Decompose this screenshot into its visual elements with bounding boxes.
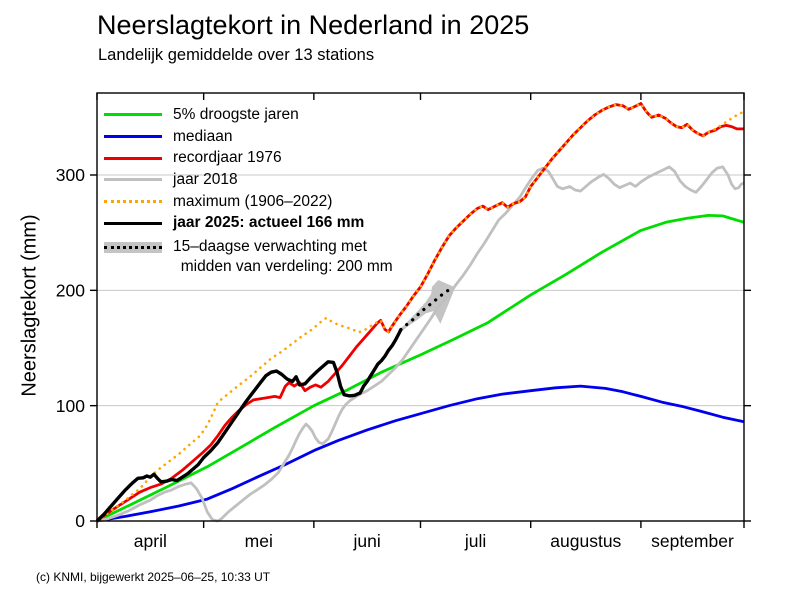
maximum-line-sample	[104, 200, 162, 204]
legend-label-maximum: maximum (1906–2022)	[173, 192, 333, 210]
legend-label-mediaan: mediaan	[173, 127, 233, 145]
record1976-legend-swatch	[104, 156, 162, 160]
y-tick-labels: 0 100 200 300	[56, 165, 85, 531]
series-jaar2025	[95, 328, 403, 523]
jaar2025-line-sample	[104, 221, 162, 226]
jaar2018-legend-swatch	[104, 178, 162, 182]
page-title: Neerslagtekort in Nederland in 2025	[97, 10, 530, 40]
gridlines	[97, 174, 744, 407]
month-label-juni: juni	[353, 531, 381, 551]
forecast-uncertainty-band	[400, 280, 456, 333]
month-label-juli: juli	[464, 531, 486, 551]
series-maximum	[95, 102, 746, 523]
legend-item-droogste5: 5% droogste jaren	[104, 104, 393, 126]
legend-item-mediaan: mediaan	[104, 126, 393, 148]
legend-label-droogste5: 5% droogste jaren	[173, 105, 299, 123]
month-label-april: april	[134, 531, 167, 551]
y-tick-label-300: 300	[56, 165, 85, 185]
legend-item-jaar2018: jaar 2018	[104, 169, 393, 191]
series-droogste5	[96, 213, 745, 523]
page-subtitle: Landelijk gemiddelde over 13 stations	[98, 46, 375, 64]
mediaan-line-sample	[104, 135, 162, 139]
legend-item-verwachting: 15–daagse verwachting met midden van ver…	[104, 237, 393, 277]
chart-legend: 5% droogste jaren mediaan recordjaar 1976 j…	[104, 104, 393, 277]
legend-label-jaar2018: jaar 2018	[173, 170, 238, 188]
jaar2018-line-sample	[104, 178, 162, 182]
month-label-mei: mei	[245, 531, 273, 551]
axis-ticks	[90, 93, 751, 528]
droogste5-line-sample	[104, 113, 162, 117]
series-mediaan	[96, 384, 745, 523]
legend-label-jaar2025: jaar 2025: actueel 166 mm	[173, 214, 365, 232]
y-tick-label-0: 0	[75, 511, 85, 531]
record1976-line-sample	[104, 156, 162, 160]
month-label-augustus: augustus	[550, 531, 621, 551]
legend-label-record1976: recordjaar 1976	[173, 149, 282, 167]
legend-item-jaar2025: jaar 2025: actueel 166 mm	[104, 212, 393, 234]
y-axis-label: Neerslagtekort (mm)	[18, 214, 41, 397]
maximum-legend-swatch	[104, 200, 162, 204]
series-jaar2018	[96, 165, 745, 523]
verwachting-legend-swatch	[104, 242, 162, 254]
y-tick-label-200: 200	[56, 280, 85, 300]
legend-item-record1976: recordjaar 1976	[104, 147, 393, 169]
y-tick-label-100: 100	[56, 396, 85, 416]
mediaan-legend-swatch	[104, 135, 162, 139]
legend-item-maximum: maximum (1906–2022)	[104, 191, 393, 213]
verwachting-line-sample	[104, 242, 162, 254]
month-label-september: september	[651, 531, 734, 551]
jaar2025-legend-swatch	[104, 221, 162, 226]
copyright-footer: (c) KNMI, bijgewerkt 2025–06–25, 10:33 U…	[36, 570, 271, 584]
droogste5-legend-swatch	[104, 113, 162, 117]
legend-label-verwachting: 15–daagse verwachting met midden van ver…	[173, 238, 393, 276]
month-labels: april mei juni juli augustus september	[134, 531, 734, 551]
forecast-median-dots	[399, 288, 451, 332]
